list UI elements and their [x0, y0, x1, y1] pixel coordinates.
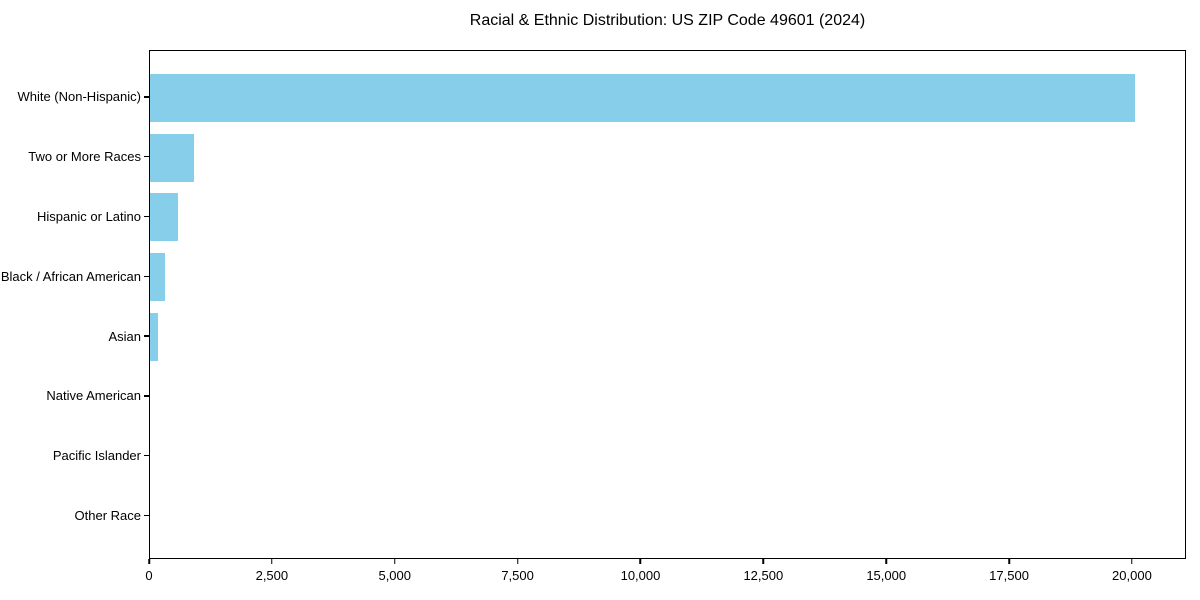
x-tick-mark [1008, 559, 1010, 564]
y-label-row: Two or More Races [0, 127, 149, 187]
x-tick-label: 2,500 [255, 568, 289, 583]
plot-area [149, 50, 1186, 559]
y-tick-mark [144, 96, 149, 98]
y-axis-label: Native American [46, 388, 141, 404]
bar [150, 313, 159, 362]
y-axis-label: Hispanic or Latino [36, 208, 141, 224]
chart-title: Racial & Ethnic Distribution: US ZIP Cod… [469, 12, 866, 29]
y-axis-label: Asian [108, 328, 141, 344]
y-axis-label: Black / African American [0, 268, 141, 284]
y-tick-mark [144, 275, 149, 278]
x-tick-label: 12,500 [743, 568, 784, 583]
x-tick-label: 17,500 [989, 568, 1029, 583]
x-tick-mark [1131, 559, 1133, 564]
y-tick-mark [144, 155, 149, 158]
x-tick-mark [639, 559, 642, 564]
bar-row [150, 487, 1185, 547]
y-axis-labels: White (Non-Hispanic) Two or More Races His… [0, 50, 149, 559]
y-label-row: Hispanic or Latino [0, 187, 149, 247]
bar-row [150, 128, 1185, 188]
y-axis-label: Two or More Races [28, 149, 141, 165]
y-tick-mark [144, 335, 149, 337]
x-tick-mark [148, 559, 150, 564]
x-tick-label: 10,000 [620, 568, 661, 583]
x-tick-mark [393, 559, 396, 564]
bar-row [150, 367, 1185, 427]
y-axis-label: Pacific Islander [52, 448, 141, 464]
x-tick-mark [271, 559, 273, 564]
x-tick-label: 20,000 [1112, 568, 1152, 583]
x-tick-mark [516, 559, 519, 564]
bar-row [150, 247, 1185, 307]
bar-row [150, 427, 1185, 487]
x-tick-label: 0 [145, 568, 153, 583]
y-axis-label: Other Race [74, 507, 141, 523]
x-tick-mark [885, 559, 887, 564]
y-label-row: White (Non-Hispanic) [0, 67, 149, 127]
x-axis-ticks: 0 2,500 5,000 7,500 10,000 12,500 15,000 17,500… [145, 559, 1186, 595]
x-tick-label: 7,500 [501, 568, 534, 583]
y-label-row: Pacific Islander [0, 426, 149, 486]
bar-row [150, 188, 1185, 248]
bar [150, 193, 178, 242]
bar-row [150, 68, 1185, 128]
y-label-row: Black / African American [0, 246, 149, 306]
x-tick-label: 5,000 [378, 568, 412, 583]
bar [150, 253, 166, 302]
y-tick-mark [144, 395, 149, 397]
bar [150, 133, 195, 182]
y-label-row: Other Race [0, 486, 149, 546]
bar [150, 73, 1135, 122]
y-label-row: Native American [0, 366, 149, 426]
y-tick-mark [144, 514, 149, 517]
x-tick-mark [762, 559, 765, 564]
y-label-row: Asian [0, 306, 149, 366]
y-tick-mark [144, 454, 149, 457]
y-tick-mark [144, 215, 149, 218]
y-axis-label: White (Non-Hispanic) [17, 89, 141, 105]
bar-row [150, 307, 1185, 367]
bars-layer [150, 51, 1185, 558]
x-tick-label: 15,000 [866, 568, 907, 583]
